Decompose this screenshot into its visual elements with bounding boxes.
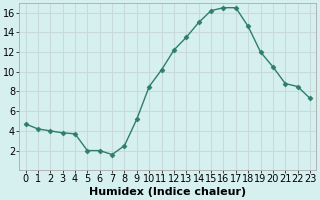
X-axis label: Humidex (Indice chaleur): Humidex (Indice chaleur) (89, 187, 246, 197)
